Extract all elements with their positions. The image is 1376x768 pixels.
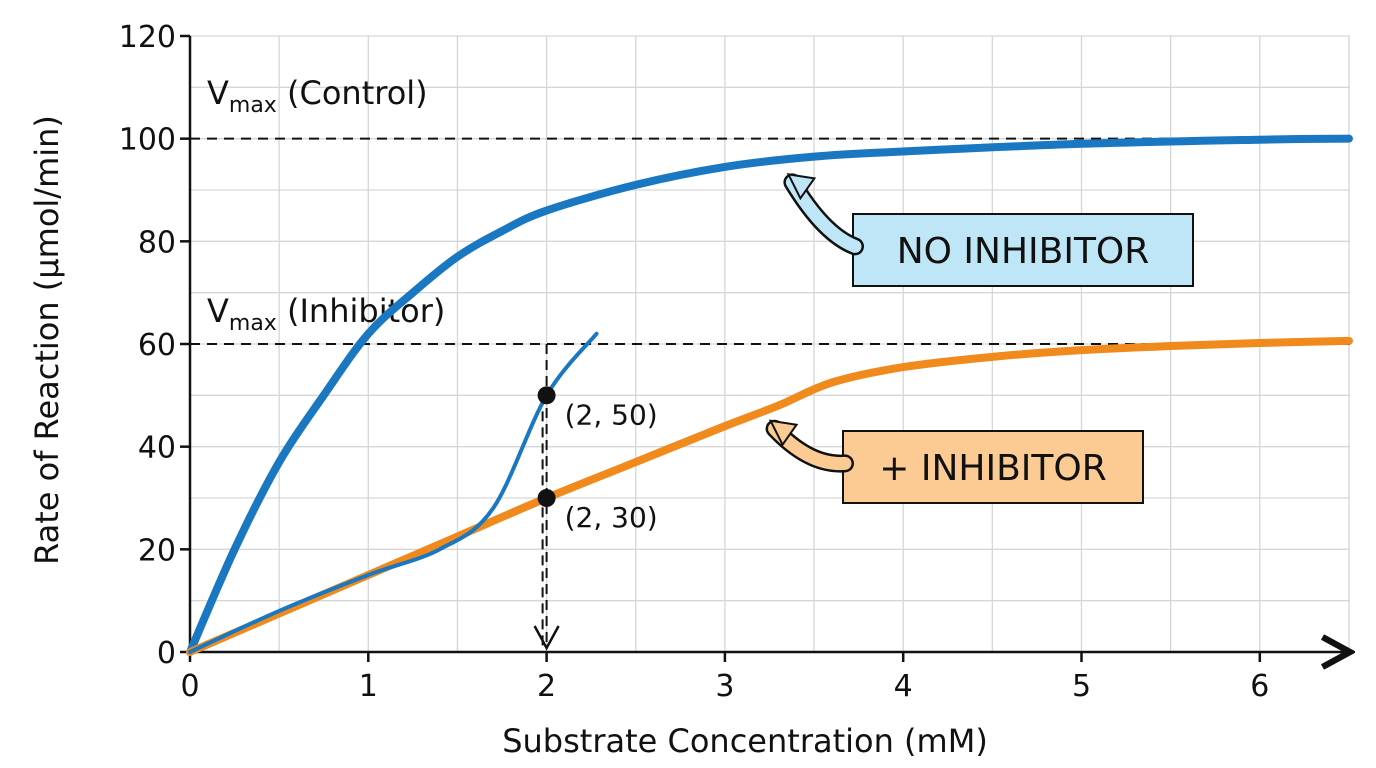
x-tick-label: 0 bbox=[180, 669, 199, 704]
drop-arrow-icon bbox=[533, 625, 560, 651]
vmax-label: Vmax (Control) bbox=[207, 74, 428, 118]
y-tick-label: 0 bbox=[157, 636, 176, 671]
x-tick-label: 1 bbox=[359, 669, 378, 704]
data-point-marker bbox=[537, 489, 556, 507]
series-no-inhibitor-line bbox=[186, 134, 1353, 656]
data-point-label: (2, 50) bbox=[565, 398, 658, 431]
x-tick-label: 6 bbox=[1250, 669, 1269, 704]
y-tick-label: 100 bbox=[119, 123, 176, 158]
reference-lines: Vmax (Control) Vmax (Inhibitor) bbox=[190, 74, 1350, 651]
callout-label: + INHIBITOR bbox=[879, 448, 1107, 489]
callout-box bbox=[842, 430, 1144, 504]
callout-label: NO INHIBITOR bbox=[897, 231, 1150, 272]
x-axis-title: Substrate Concentration (mM) bbox=[502, 722, 988, 760]
y-axis-title: Rate of Reaction (μmol/min) bbox=[28, 115, 66, 565]
y-tick-label: 20 bbox=[138, 533, 176, 568]
y-tick-label: 80 bbox=[138, 225, 176, 260]
data-point-label: (2, 30) bbox=[565, 501, 658, 534]
vmax-label: Vmax (Inhibitor) bbox=[207, 292, 445, 336]
y-tick-label: 40 bbox=[138, 431, 176, 466]
series-inhibitor-line bbox=[186, 336, 1353, 656]
callout-box bbox=[852, 213, 1194, 287]
x-tick-label: 3 bbox=[715, 669, 734, 704]
x-tick-label: 5 bbox=[1072, 669, 1091, 704]
y-tick-label: 120 bbox=[119, 20, 176, 55]
data-point-marker bbox=[537, 386, 556, 405]
axes: 0 20 40 60 80 100 120 0 1 2 3 4 5 6 bbox=[119, 20, 1350, 704]
y-tick-label: 60 bbox=[138, 328, 176, 363]
callouts: NO INHIBITOR + INHIBITOR bbox=[765, 173, 1194, 504]
x-tick-label: 4 bbox=[894, 669, 913, 704]
callout-arrowhead-icon bbox=[786, 173, 817, 201]
marked-points: (2, 50) (2, 30) bbox=[537, 386, 658, 534]
series-thin-curve-line bbox=[188, 331, 599, 654]
callout-arrowhead-icon bbox=[768, 419, 799, 447]
x-tick-label: 2 bbox=[537, 669, 556, 704]
